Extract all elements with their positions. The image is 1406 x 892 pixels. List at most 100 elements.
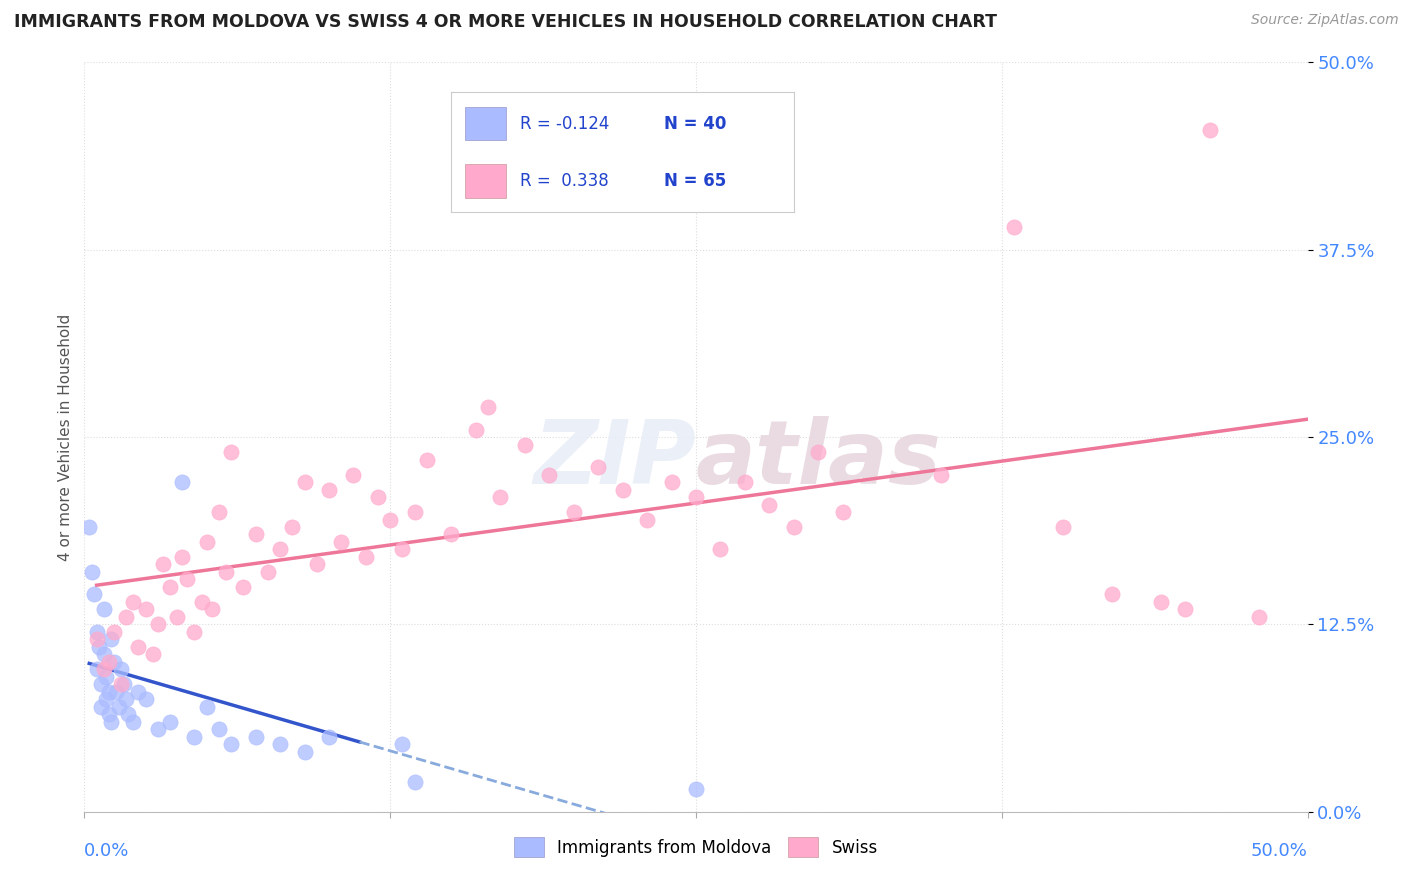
Point bbox=[122, 595, 145, 609]
Point bbox=[215, 565, 238, 579]
Y-axis label: 4 or more Vehicles in Household: 4 or more Vehicles in Household bbox=[58, 313, 73, 561]
Point bbox=[159, 714, 181, 729]
Point bbox=[929, 467, 952, 482]
Point bbox=[93, 662, 115, 676]
Point bbox=[391, 737, 413, 751]
Point bbox=[586, 460, 609, 475]
Point bbox=[127, 640, 149, 654]
Point bbox=[404, 774, 426, 789]
Point bbox=[513, 437, 536, 451]
Point bbox=[100, 714, 122, 729]
Point bbox=[1198, 123, 1220, 137]
Point bbox=[93, 602, 115, 616]
Point bbox=[117, 707, 139, 722]
Point bbox=[195, 699, 218, 714]
Point bbox=[538, 467, 561, 482]
Point bbox=[636, 512, 658, 526]
Point bbox=[86, 624, 108, 639]
Point bbox=[159, 580, 181, 594]
Point bbox=[281, 520, 304, 534]
Point bbox=[1174, 602, 1197, 616]
Point bbox=[96, 692, 118, 706]
Point bbox=[354, 549, 377, 564]
Point bbox=[110, 662, 132, 676]
Point bbox=[172, 549, 194, 564]
Point bbox=[152, 558, 174, 572]
Point bbox=[80, 565, 103, 579]
Point bbox=[1101, 587, 1123, 601]
Point bbox=[105, 685, 128, 699]
Text: IMMIGRANTS FROM MOLDOVA VS SWISS 4 OR MORE VEHICLES IN HOUSEHOLD CORRELATION CHA: IMMIGRANTS FROM MOLDOVA VS SWISS 4 OR MO… bbox=[14, 13, 997, 31]
Point bbox=[807, 445, 830, 459]
Point bbox=[219, 737, 242, 751]
Point bbox=[90, 699, 112, 714]
Point bbox=[612, 483, 634, 497]
Point bbox=[93, 648, 115, 662]
Point bbox=[330, 535, 353, 549]
Point bbox=[783, 520, 806, 534]
Point bbox=[103, 624, 125, 639]
Point bbox=[208, 723, 231, 737]
Point bbox=[107, 699, 129, 714]
Point bbox=[96, 670, 118, 684]
Point bbox=[135, 692, 157, 706]
Point bbox=[103, 655, 125, 669]
Point bbox=[83, 587, 105, 601]
Point bbox=[219, 445, 242, 459]
Point bbox=[294, 475, 316, 489]
Point bbox=[100, 632, 122, 647]
Point bbox=[318, 483, 340, 497]
Point bbox=[183, 730, 205, 744]
Point bbox=[77, 520, 100, 534]
Point bbox=[440, 527, 463, 541]
Text: ZIP: ZIP bbox=[533, 416, 696, 503]
Point bbox=[97, 707, 120, 722]
Legend: Immigrants from Moldova, Swiss: Immigrants from Moldova, Swiss bbox=[508, 830, 884, 863]
Point bbox=[146, 617, 169, 632]
Point bbox=[305, 558, 328, 572]
Point bbox=[318, 730, 340, 744]
Point bbox=[110, 677, 132, 691]
Point bbox=[245, 730, 267, 744]
Point bbox=[86, 632, 108, 647]
Point bbox=[200, 602, 222, 616]
Point bbox=[97, 685, 120, 699]
Point bbox=[685, 490, 707, 504]
Point bbox=[391, 542, 413, 557]
Point bbox=[477, 400, 499, 414]
Text: atlas: atlas bbox=[696, 416, 942, 503]
Point bbox=[97, 655, 120, 669]
Point bbox=[294, 745, 316, 759]
Point bbox=[142, 648, 165, 662]
Point bbox=[127, 685, 149, 699]
Point bbox=[562, 505, 585, 519]
Point bbox=[90, 677, 112, 691]
Point bbox=[146, 723, 169, 737]
Point bbox=[342, 467, 364, 482]
Point bbox=[257, 565, 280, 579]
Point bbox=[86, 662, 108, 676]
Point bbox=[269, 542, 291, 557]
Point bbox=[661, 475, 683, 489]
Point bbox=[208, 505, 231, 519]
Point bbox=[1247, 610, 1270, 624]
Point bbox=[831, 505, 853, 519]
Point bbox=[195, 535, 218, 549]
Text: 0.0%: 0.0% bbox=[84, 842, 129, 860]
Point bbox=[489, 490, 512, 504]
Point bbox=[232, 580, 254, 594]
Point bbox=[135, 602, 157, 616]
Text: Source: ZipAtlas.com: Source: ZipAtlas.com bbox=[1251, 13, 1399, 28]
Point bbox=[1002, 220, 1025, 235]
Point bbox=[1150, 595, 1173, 609]
Point bbox=[404, 505, 426, 519]
Point bbox=[367, 490, 389, 504]
Point bbox=[685, 782, 707, 797]
Point bbox=[166, 610, 188, 624]
Point bbox=[269, 737, 291, 751]
Point bbox=[245, 527, 267, 541]
Point bbox=[115, 610, 138, 624]
Point bbox=[380, 512, 402, 526]
Point bbox=[191, 595, 214, 609]
Point bbox=[112, 677, 135, 691]
